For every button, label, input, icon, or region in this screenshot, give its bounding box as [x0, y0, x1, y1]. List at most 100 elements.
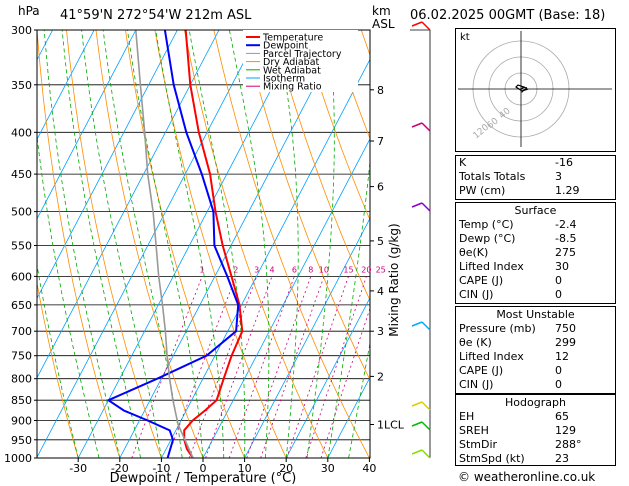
stat-value: 12 [555, 350, 569, 363]
stat-label: CAPE (J) [459, 274, 504, 287]
legend-label: Mixing Ratio [263, 82, 322, 93]
dry-adiabat-line [242, 30, 370, 381]
mixing-ratio-label: 1 [200, 265, 205, 274]
isotherm-line [244, 217, 370, 458]
wind-barb [421, 449, 431, 459]
wet-adiabat-line [37, 133, 100, 458]
wind-barb [411, 21, 423, 27]
stat-value: 0 [555, 364, 562, 377]
mixing-ratio-axis-label: Mixing Ratio (g/kg) [387, 223, 401, 336]
stat-value: 3 [555, 170, 562, 183]
pressure-tick-label: 400 [11, 126, 32, 139]
hodograph-stats-title: Hodograph [505, 396, 566, 409]
stat-label: StmDir [459, 438, 498, 451]
stat-label: CIN (J) [459, 378, 494, 391]
height-tick-label: 5 [377, 235, 384, 248]
stat-label: Temp (°C) [459, 218, 514, 231]
wind-barb [421, 21, 431, 31]
mixing-ratio-line [320, 307, 370, 458]
stat-row: Dewp (°C) -8.5 [456, 232, 615, 246]
mixing-ratio-label: 8 [308, 265, 313, 274]
stat-row: CIN (J) 0 [456, 288, 615, 302]
stat-label: θe (K) [459, 336, 492, 349]
isotherm-line [285, 297, 370, 458]
height-tick-label: 2 [377, 370, 384, 383]
pressure-tick-label: 550 [11, 240, 32, 253]
stat-row: StmDir 288° [456, 438, 615, 452]
wind-barb [411, 401, 423, 407]
mixing-ratio-line [228, 276, 295, 458]
height-tick-label: 1LCL [377, 419, 405, 432]
isotherm-line [202, 138, 370, 458]
temperature-tick-label: 10 [238, 462, 252, 475]
stat-row: StmSpd (kt) 23 [456, 452, 615, 466]
height-tick-label: 6 [377, 181, 384, 194]
temperature-line [183, 30, 244, 458]
stat-value: 65 [555, 410, 569, 423]
stat-label: Lifted Index [459, 350, 524, 363]
isotherm-line [37, 30, 95, 141]
stat-row: SREH 129 [456, 424, 615, 438]
wet-adiabat-line [348, 341, 370, 458]
mixing-ratio-label: 3 [254, 265, 259, 274]
wet-adiabat-line [276, 30, 299, 458]
legend-label: Wet Adiabat [263, 65, 321, 76]
mixing-ratio-line [131, 276, 203, 458]
pressure-unit-label: hPa [18, 4, 40, 18]
stat-row: Lifted Index 30 [456, 260, 615, 274]
isotherm-line [119, 30, 345, 458]
isotherm-line [0, 30, 11, 458]
stat-row: Lifted Index 12 [456, 350, 615, 364]
stat-row: Temp (°C) -2.4 [456, 218, 615, 232]
stat-row: K -16 [456, 156, 615, 170]
isotherm-line [37, 30, 137, 220]
pressure-tick-label: 950 [11, 434, 32, 447]
dry-adiabat-line [301, 30, 370, 221]
pressure-tick-label: 800 [11, 373, 32, 386]
mixing-ratio-line [188, 276, 258, 458]
wind-barb [421, 401, 431, 411]
pressure-tick-label: 700 [11, 325, 32, 338]
hodograph-trace [515, 84, 529, 92]
stat-row: Pressure (mb) 750 [456, 322, 615, 336]
storm-motion-icon: ↗ [520, 85, 528, 96]
wet-adiabat-line [81, 30, 162, 458]
mixing-ratio-label: 20 [361, 265, 371, 274]
hodograph-stats-panel: Hodograph EH 65 SREH 129 StmDir 288° StmSpd (k… [455, 394, 616, 466]
mixing-ratio-label: 15 [343, 265, 353, 274]
x-axis-label: Dewpoint / Temperature (°C) [110, 471, 297, 486]
mixing-ratio-label: 10 [319, 265, 329, 274]
indices-panel: K -16 Totals Totals 3 PW (cm) 1.29 [455, 155, 616, 200]
dry-adiabat-line [37, 30, 121, 458]
dewpoint-line [106, 30, 240, 458]
legend-background [243, 30, 358, 92]
mixing-ratio-label: 2 [233, 265, 238, 274]
stat-value: 129 [555, 424, 576, 437]
temperature-tick-label: -20 [111, 462, 129, 475]
isotherm-line [77, 30, 303, 458]
stat-label: StmSpd (kt) [459, 452, 525, 465]
legend-label: Isotherm [263, 74, 305, 85]
stat-label: CIN (J) [459, 288, 494, 301]
wet-adiabat-line [306, 30, 335, 458]
mixing-ratio-labels: 1 2 3 4 6 8 10 15 20 25 [200, 265, 386, 274]
stat-value: 23 [555, 452, 569, 465]
mixing-ratio-line [246, 276, 312, 458]
wind-barb [411, 202, 423, 208]
hodograph-plot: kt 40 60 120 ↗ [458, 31, 612, 147]
pressure-tick-label: 850 [11, 394, 32, 407]
stat-label: Pressure (mb) [459, 322, 536, 335]
asl-label: ASL [372, 17, 395, 31]
stat-value: 275 [555, 246, 576, 259]
stat-label: EH [459, 410, 475, 423]
mixing-ratio-line [166, 276, 237, 458]
height-tick-label: 3 [377, 325, 384, 338]
wet-adiabat-line [127, 30, 204, 458]
datetime-title: 06.02.2025 00GMT (Base: 18) [410, 8, 606, 23]
stat-row: PW (cm) 1.29 [456, 184, 615, 198]
most-unstable-title: Most Unstable [496, 308, 575, 321]
stat-row: CAPE (J) 0 [456, 274, 615, 288]
temperature-tick-label: 20 [279, 462, 293, 475]
dry-adiabat-line [183, 30, 329, 458]
